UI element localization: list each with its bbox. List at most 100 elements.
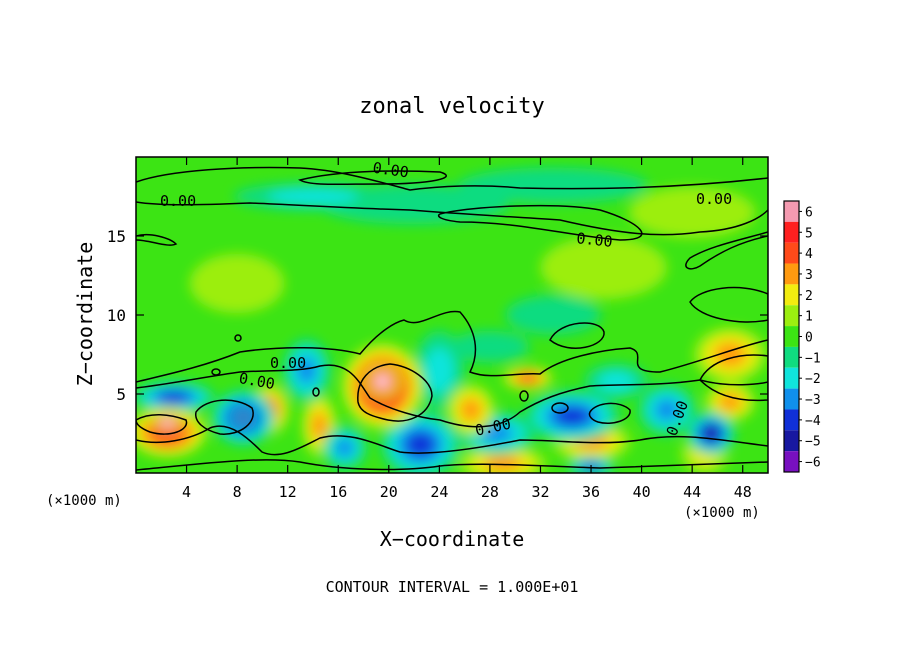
colorbar-swatch [784,263,799,285]
field-blob [518,373,538,383]
contour-line [551,402,569,414]
contour-line [588,402,631,424]
field-blob [654,398,680,421]
field-blob [311,411,327,440]
x-unit-right: (×1000 m) [684,505,760,521]
colorbar-tick-label: −3 [805,393,821,408]
x-tick-label: 36 [582,483,600,501]
colorbar: 6 5 4 3 2 1 0 −1 −2 −3 −4 −5 −6 [783,200,821,473]
colorbar-tick-label: 0 [805,331,813,346]
field-blob [334,438,355,458]
colorbar-swatch [784,451,799,472]
field-blob [598,371,635,392]
field-blob [159,391,189,403]
contour-line [136,310,768,383]
y-axis-label: Z−coordinate [73,242,97,387]
colorbar-swatch [784,326,799,347]
colorbar-swatch [784,284,799,306]
x-tick-label: 48 [734,483,752,501]
field-blob [460,398,482,421]
colorbar-tick-label: −4 [805,414,821,429]
zero-contours [136,166,768,471]
field-blob [458,167,648,204]
y-tick-label: 10 [107,306,126,325]
field-blob [189,253,285,314]
field-blob [450,330,530,363]
contour-label: 0.00 [372,159,410,182]
x-tick-label: 20 [380,483,398,501]
y-axis-ticks: 5 10 15 [107,227,768,404]
contour-label: 0.00 [270,354,306,372]
colorbar-swatch [784,430,799,452]
colorbar-tick-label: 6 [805,205,813,220]
colorbar-swatch [784,409,799,431]
contour-line [549,322,605,349]
colorbar-swatch [784,388,799,410]
field-blob [483,455,522,472]
colorbar-swatch [784,346,799,368]
contour-line [699,354,768,402]
colorbar-tick-label: 3 [805,268,813,283]
contour-line [136,233,178,246]
chart-title: zonal velocity [359,94,544,119]
field-blob [377,376,388,387]
x-tick-label: 32 [531,483,549,501]
x-tick-label: 24 [430,483,448,501]
field-blob [296,356,317,384]
colorbar-tick-label: 1 [805,310,813,325]
colorbar-swatch [784,221,799,243]
contour-label: 0.00 [576,229,614,251]
colorbar-swatch [784,305,799,327]
colorbar-swatch [784,201,799,222]
contour-line [136,166,768,191]
contour-line [437,204,643,241]
contour-line [298,170,447,186]
field-blob [267,188,359,205]
y-tick-label: 5 [116,385,126,404]
x-tick-label: 4 [182,483,191,501]
colorbar-tick-label: 5 [805,226,813,241]
field-blob [719,393,742,411]
x-tick-label: 12 [279,483,297,501]
contour-line [312,387,320,397]
contour-line [234,334,242,342]
field-blob [406,432,435,457]
contour-interval-footnote: CONTOUR INTERVAL = 1.000E+01 [326,578,579,596]
field-blob [703,426,719,441]
colorbar-tick-label: 2 [805,289,813,304]
contour-line [685,231,768,270]
colorbar-tick-label: 4 [805,247,813,262]
x-tick-label: 16 [329,483,347,501]
field-blob [479,424,514,443]
contour-label: 0.00 [696,190,732,208]
contour-line [136,414,188,435]
contour-line [689,286,768,323]
field-blob [628,186,756,238]
x-tick-label: 44 [683,483,701,501]
x-unit-left: (×1000 m) [46,493,122,509]
colorbar-tick-label: −5 [805,435,821,450]
colorbar-tick-label: −1 [805,351,821,366]
contour-line [211,368,221,376]
field-blob [424,347,454,394]
x-axis-label: X−coordinate [380,527,525,551]
contour-line [136,425,768,456]
plot-area: 0.00 0.00 0.00 0.00 0.00 0.00 0.00 0.00 … [107,156,769,501]
colorbar-tick-label: −6 [805,456,821,471]
contour-line [519,390,529,402]
contour-line [136,459,768,471]
colorbar-swatch [784,242,799,264]
contour-line [195,399,254,435]
contour-line [357,363,433,422]
field-blob [505,295,601,335]
field-blob [554,406,590,426]
field-blob [162,419,173,426]
x-tick-label: 40 [633,483,651,501]
x-axis-ticks: 4 8 12 16 20 24 28 32 36 40 44 48 [182,157,752,501]
colorbar-swatch [784,367,799,389]
x-tick-label: 8 [233,483,242,501]
x-tick-label: 28 [481,483,499,501]
contour-label: 0.00 [238,369,277,393]
contour-line [136,364,768,428]
